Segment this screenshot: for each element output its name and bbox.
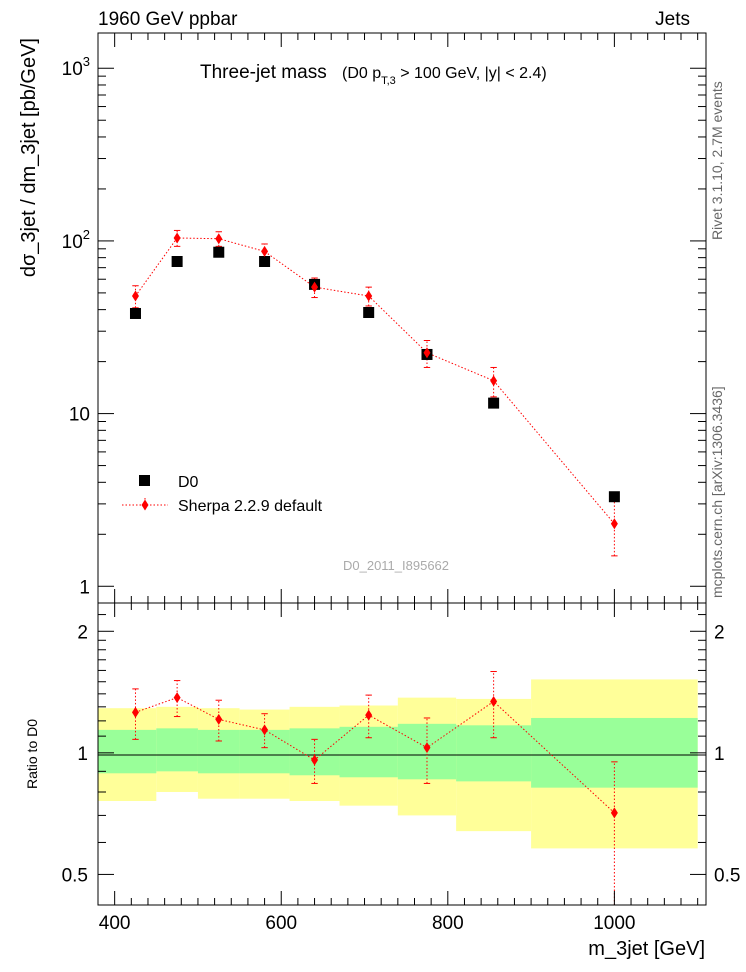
sherpa-line [135, 237, 615, 525]
main-frame [97, 32, 707, 604]
x-tick-label: 800 [432, 913, 464, 934]
ratio-point [365, 709, 373, 721]
x-tick-label: 600 [265, 913, 297, 934]
sherpa-point [423, 347, 431, 359]
d0-point [129, 307, 141, 319]
main-y-tick-label: 1 [79, 577, 90, 598]
sherpa-point [131, 290, 139, 302]
main-y-tick-label: 102 [62, 227, 90, 253]
legend-marker-sherpa [141, 499, 149, 511]
legend: D0 Sherpa 2.2.9 default [122, 474, 323, 515]
rivet-label: Rivet 3.1.10, 2.7M events [709, 81, 725, 240]
ratio-point [311, 754, 319, 766]
main-y-axis-label: dσ_3jet / dm_3jet [pb/GeV] [18, 38, 40, 277]
header-right: Jets [655, 9, 690, 30]
ratio-y-tick-label: 2 [77, 622, 88, 643]
main-y-tick-label: 103 [62, 54, 90, 80]
d0-point [488, 397, 500, 409]
ratio-point [423, 742, 431, 754]
d0-point [363, 306, 375, 318]
header-left: 1960 GeV ppbar [98, 9, 238, 30]
x-axis-label: m_3jet [GeV] [588, 938, 705, 960]
sherpa-point [365, 290, 373, 302]
ratio-y-tick-label-right: 2 [714, 622, 725, 643]
analysis-watermark: D0_2011_I895662 [343, 558, 449, 573]
chart-subtitle: (D0 p [342, 65, 381, 82]
ratio-point [610, 807, 618, 819]
ratio-inner-band [98, 729, 157, 774]
ratio-inner-band [531, 717, 698, 788]
main-y-tick-exp: 2 [83, 227, 90, 242]
ratio-y-tick-label: 0.5 [62, 865, 88, 886]
ratio-panel: 0.5 0.5 1 1 2 2 400 600 800 1000 [62, 602, 740, 934]
chart-subtitle-sub: T,3 [381, 75, 396, 87]
legend-label-sherpa: Sherpa 2.2.9 default [178, 498, 323, 515]
ratio-point [215, 713, 223, 725]
x-tick-label: 1000 [593, 913, 635, 934]
ratio-y-axis-label: Ratio to D0 [24, 719, 40, 789]
d0-point [171, 255, 183, 267]
sherpa-point [173, 232, 181, 244]
ratio-y-tick-label-right: 1 [714, 744, 725, 765]
ratio-inner-band [339, 726, 398, 778]
ratio-point [173, 692, 181, 704]
mcplots-label: mcplots.cern.ch [arXiv:1306.3436] [709, 386, 725, 598]
ratio-point [131, 706, 139, 718]
d0-point [608, 491, 620, 503]
d0-point [213, 246, 225, 258]
main-y-tick-base: 10 [62, 59, 83, 80]
sherpa-point [311, 281, 319, 293]
chart-title: Three-jet mass (D0 pT,3 > 100 GeV, |y| <… [200, 62, 547, 87]
main-y-tick-exp: 3 [83, 54, 90, 69]
chart-subtitle-rest: > 100 GeV, |y| < 2.4) [396, 65, 547, 82]
sherpa-point [610, 518, 618, 530]
chart-title-main: Three-jet mass [200, 62, 327, 83]
sherpa-point [261, 245, 269, 257]
main-y-tick-label: 10 [69, 405, 90, 426]
d0-point [259, 255, 271, 267]
ratio-point [261, 724, 269, 736]
main-y-tick-base: 10 [62, 232, 83, 253]
ratio-frame [97, 602, 707, 906]
ratio-y-tick-label-right: 0.5 [714, 865, 740, 886]
legend-marker-d0 [139, 475, 150, 486]
ratio-inner-band [156, 728, 198, 772]
ratio-point [490, 696, 498, 708]
ratio-inner-band [456, 725, 532, 782]
ratio-y-tick-label: 1 [77, 744, 88, 765]
legend-label-d0: D0 [178, 474, 199, 491]
x-tick-label: 400 [99, 913, 131, 934]
sherpa-point [490, 375, 498, 387]
sherpa-point [215, 233, 223, 245]
